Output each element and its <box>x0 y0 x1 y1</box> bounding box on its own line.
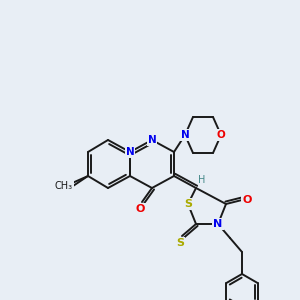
Text: H: H <box>198 175 206 185</box>
Text: S: S <box>176 238 184 248</box>
Text: N: N <box>213 219 223 229</box>
Text: O: O <box>217 130 225 140</box>
Text: N: N <box>126 147 134 157</box>
Text: S: S <box>184 199 192 209</box>
Text: N: N <box>148 135 156 145</box>
Text: O: O <box>135 204 145 214</box>
Text: CH₃: CH₃ <box>55 181 73 191</box>
Text: O: O <box>242 195 252 205</box>
Text: N: N <box>181 130 189 140</box>
